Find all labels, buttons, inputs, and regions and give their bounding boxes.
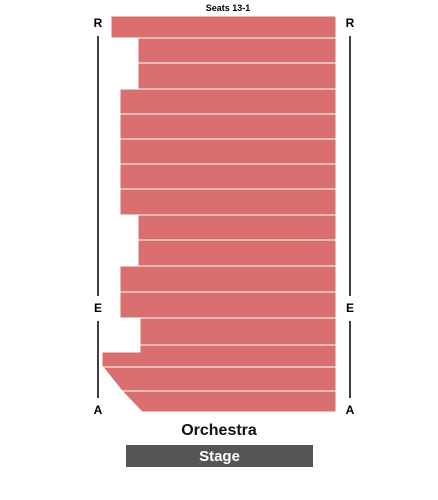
row-label-left-middle: E xyxy=(94,301,102,315)
row-label-left-bottom: A xyxy=(94,403,103,417)
seat-row-o[interactable] xyxy=(119,88,337,115)
seat-row-b[interactable] xyxy=(101,366,337,392)
seat-row-p[interactable] xyxy=(137,62,337,90)
row-label-right-middle: E xyxy=(346,301,354,315)
seat-row-q[interactable] xyxy=(137,37,337,64)
row-label-right-bottom: A xyxy=(346,403,355,417)
seat-row-j[interactable] xyxy=(137,214,337,241)
row-label-right-top: R xyxy=(346,16,355,30)
seat-row-g[interactable] xyxy=(119,265,337,293)
seat-row-c[interactable] xyxy=(101,344,337,368)
seat-row-r[interactable] xyxy=(110,15,337,39)
seat-row-n[interactable] xyxy=(119,113,337,140)
stage: Stage xyxy=(126,445,313,467)
section-name: Orchestra xyxy=(181,422,257,439)
seat-row-m[interactable] xyxy=(119,138,337,165)
seats-caption: Seats 13-1 xyxy=(206,3,251,13)
seat-rows xyxy=(101,15,337,413)
seat-row-e[interactable] xyxy=(139,317,337,346)
seat-row-f[interactable] xyxy=(119,291,337,319)
row-label-left-top: R xyxy=(94,16,103,30)
seat-row-k[interactable] xyxy=(119,188,337,216)
seat-row-h[interactable] xyxy=(137,239,337,267)
seat-row-a[interactable] xyxy=(120,390,337,413)
seat-row-l[interactable] xyxy=(119,163,337,190)
